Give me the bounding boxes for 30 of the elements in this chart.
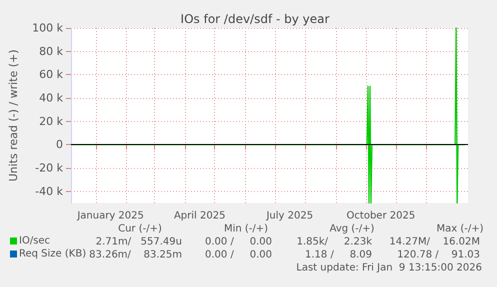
y-axis-title: Units read (-) / write (+) <box>7 49 20 182</box>
x-tick-label: April 2025 <box>174 210 226 222</box>
y-tick-label: -20 k <box>35 162 64 174</box>
text: Avg (-/+) <box>330 224 375 234</box>
x-tick-label: October 2025 <box>346 210 416 222</box>
y-tick-label: 100 k <box>32 22 64 34</box>
text: Last update: Fri Jan 9 13:15:00 2026 <box>296 262 482 274</box>
text: Cur (-/+) <box>118 224 162 234</box>
text: 120.78 / 91.03 <box>397 250 480 260</box>
y-tick-label: 40 k <box>39 92 64 104</box>
y-tick-label: 20 k <box>39 114 64 128</box>
text: 1.18 / 8.09 <box>305 250 372 260</box>
y-tick-label: 60 k <box>39 68 64 82</box>
y-tick-label: 80 k <box>39 44 64 58</box>
text: Min (-/+) <box>224 224 268 234</box>
text: 0.00 / 0.00 <box>205 250 272 260</box>
text: 1.85k/ 2.23k <box>296 236 372 248</box>
x-tick-label: July 2025 <box>265 210 314 222</box>
y-tick-label: -40 k <box>35 184 64 198</box>
text: 14.27M/ 16.02M <box>389 236 480 248</box>
line-series <box>70 27 466 204</box>
legend-label: IO/sec <box>19 236 50 246</box>
legend-label: Req Size (KB) <box>19 248 86 260</box>
x-tick-label: January 2025 <box>76 210 144 222</box>
y-tick-label: 0 <box>56 138 63 152</box>
text: 83.26m/ 83.25m <box>89 250 182 260</box>
text: 2.71m/ 557.49u <box>96 236 182 248</box>
chart-title: IOs for /dev/sdf - by year <box>180 12 330 26</box>
text: Max (-/+) <box>436 224 484 234</box>
text: 0.00 / 0.00 <box>205 236 272 248</box>
